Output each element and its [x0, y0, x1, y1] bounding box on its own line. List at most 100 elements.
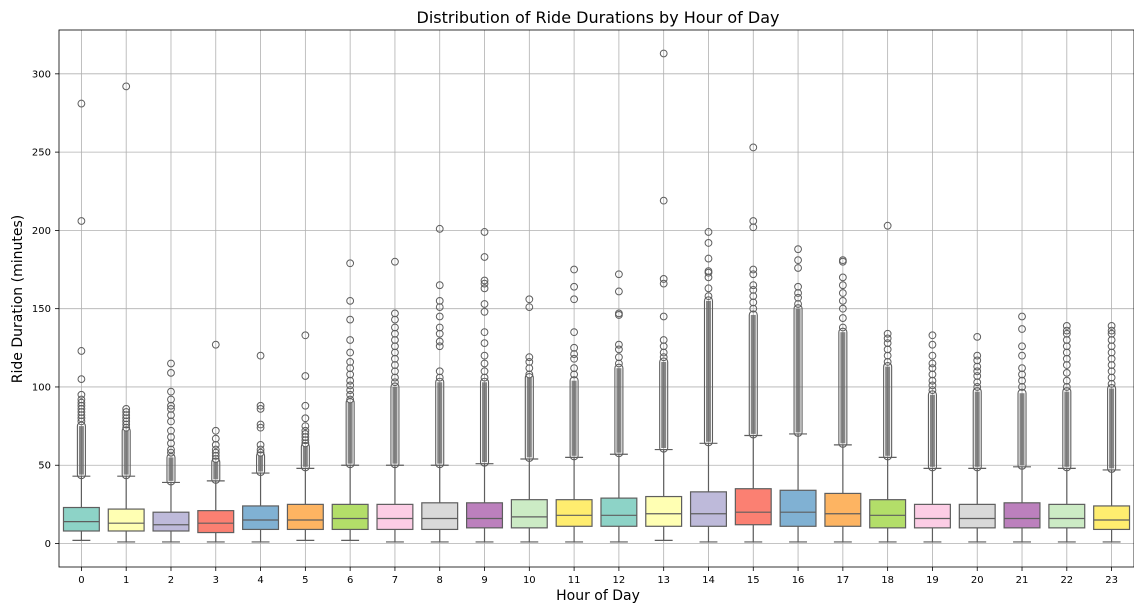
outlier-point	[301, 372, 310, 380]
outlier-cluster-core	[1064, 391, 1070, 467]
iqr-box	[1093, 505, 1131, 531]
x-tick-label: 11	[568, 575, 581, 586]
outlier-point	[480, 276, 489, 285]
x-tick-label: 14	[702, 575, 715, 586]
outlier-point	[749, 223, 758, 232]
outlier-point	[211, 426, 220, 435]
outlier-point	[704, 284, 713, 293]
iqr-box	[779, 489, 817, 527]
outlier-point	[1107, 329, 1116, 338]
x-tick-label: 4	[257, 575, 263, 586]
outlier-cluster-core	[1109, 388, 1115, 469]
outlier-point	[167, 411, 175, 420]
outlier-point	[256, 351, 265, 360]
outlier-point	[391, 354, 399, 363]
outlier-point	[570, 328, 579, 337]
outlier-point	[167, 439, 175, 448]
outlier-point	[77, 417, 86, 426]
outlier-point	[973, 362, 982, 371]
outlier-point	[525, 370, 534, 379]
outlier-point	[346, 390, 355, 399]
outlier-point	[928, 370, 937, 379]
outlier-point	[435, 337, 444, 346]
outlier-point	[1062, 348, 1071, 357]
outlier-point	[1107, 354, 1116, 363]
outlier-cluster-core	[571, 380, 577, 456]
outlier-point	[614, 353, 623, 362]
outlier-point	[659, 336, 668, 344]
outlier-point	[928, 376, 937, 385]
outlier-point	[122, 414, 131, 423]
outlier-point	[122, 423, 131, 432]
outlier-point	[614, 287, 623, 296]
outlier-point	[704, 254, 713, 263]
outlier-point	[391, 315, 399, 324]
x-axis-ticks: 0 1 2 3 4 5 6 7 8 9 10 11 12 13 14 15 16 17 18 19 20 21 22 23	[78, 567, 1118, 586]
outlier-point	[122, 411, 131, 420]
outlier-point	[883, 334, 892, 343]
x-tick-label: 15	[747, 575, 760, 586]
outlier-point	[167, 433, 175, 441]
outlier-point	[301, 401, 310, 410]
outlier-point	[301, 433, 310, 441]
outlier-point	[928, 340, 937, 349]
outlier-point	[614, 359, 623, 368]
outlier-point	[77, 99, 86, 108]
outlier-point	[435, 281, 444, 290]
outlier-point	[659, 196, 668, 205]
outlier-point	[1107, 361, 1116, 369]
x-tick-label: 23	[1105, 575, 1118, 586]
outlier-point	[167, 387, 175, 396]
outlier-point	[211, 451, 220, 460]
box-hour-13	[645, 49, 683, 541]
x-tick-label: 6	[347, 575, 353, 586]
outlier-point	[77, 401, 86, 410]
outlier-point	[391, 361, 399, 369]
outlier-point	[794, 245, 802, 254]
outlier-point	[256, 404, 265, 413]
outlier-point	[167, 395, 175, 404]
outlier-point	[838, 281, 847, 290]
outlier-point	[211, 434, 220, 443]
outlier-point	[1062, 354, 1071, 363]
outlier-point	[749, 292, 758, 301]
outlier-point	[122, 420, 131, 429]
outlier-point	[883, 358, 892, 366]
outlier-point	[614, 309, 623, 318]
outlier-point	[973, 332, 982, 341]
outlier-point	[928, 351, 937, 360]
outlier-point	[167, 359, 175, 368]
outlier-point	[480, 351, 489, 360]
outlier-point	[167, 368, 175, 377]
box-hour-22	[1048, 321, 1086, 543]
outlier-point	[391, 373, 399, 382]
outlier-cluster-core	[616, 368, 622, 453]
x-tick-label: 10	[523, 575, 536, 586]
outlier-point	[614, 340, 623, 349]
outlier-point	[77, 347, 86, 355]
box-hour-15	[734, 143, 772, 543]
outlier-point	[435, 296, 444, 305]
outlier-point	[1018, 364, 1026, 373]
outlier-point	[704, 292, 713, 301]
outlier-point	[1107, 342, 1116, 351]
outlier-point	[570, 343, 579, 352]
outlier-point	[525, 358, 534, 366]
box-hour-4	[242, 351, 280, 543]
outlier-point	[928, 331, 937, 340]
box-hour-20	[958, 332, 996, 543]
outlier-point	[480, 228, 489, 236]
outlier-point	[659, 353, 668, 362]
outlier-cluster-core	[661, 361, 667, 449]
outlier-point	[391, 329, 399, 338]
outlier-point	[749, 217, 758, 225]
outlier-cluster-core	[974, 391, 980, 467]
outlier-point	[928, 386, 937, 394]
outlier-point	[346, 358, 355, 366]
outlier-point	[77, 217, 86, 225]
iqr-box	[242, 505, 280, 531]
outlier-point	[346, 381, 355, 390]
outlier-point	[346, 395, 355, 404]
outlier-point	[883, 345, 892, 354]
outlier-point	[883, 351, 892, 360]
